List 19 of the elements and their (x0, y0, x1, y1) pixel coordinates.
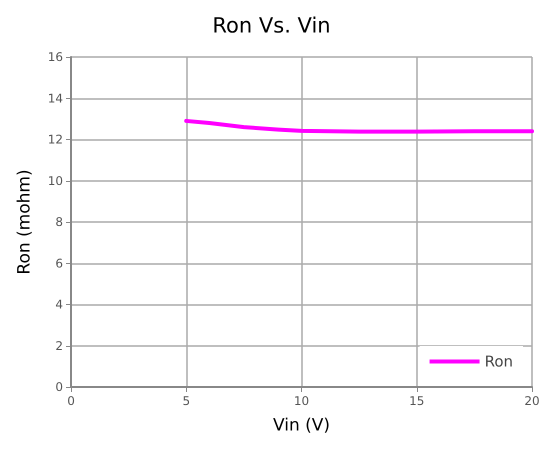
y-tick-label: 2 (55, 338, 63, 353)
y-tick-label: 4 (55, 298, 63, 312)
y-tick-label: 14 (48, 91, 63, 106)
y-tick-label: 16 (48, 50, 63, 64)
x-tick-label: 20 (524, 394, 540, 408)
y-tick-label: 0 (55, 380, 63, 394)
chart-title: Ron Vs. Vin (212, 14, 331, 38)
legend-label: Ron (484, 352, 514, 370)
x-tick-label: 10 (294, 394, 310, 408)
y-tick-label: 8 (55, 215, 63, 229)
x-tick-label: 15 (409, 394, 424, 408)
y-tick-label: 6 (55, 256, 63, 270)
y-axis-title: Ron (mohm) (14, 169, 34, 275)
line-series (184, 118, 534, 134)
x-tick-label: 0 (67, 394, 75, 408)
y-tick-label: 12 (48, 132, 63, 146)
y-tick-label: 10 (48, 174, 63, 188)
x-axis-title: Vin (V) (272, 416, 330, 436)
x-tick-label: 5 (182, 394, 190, 408)
